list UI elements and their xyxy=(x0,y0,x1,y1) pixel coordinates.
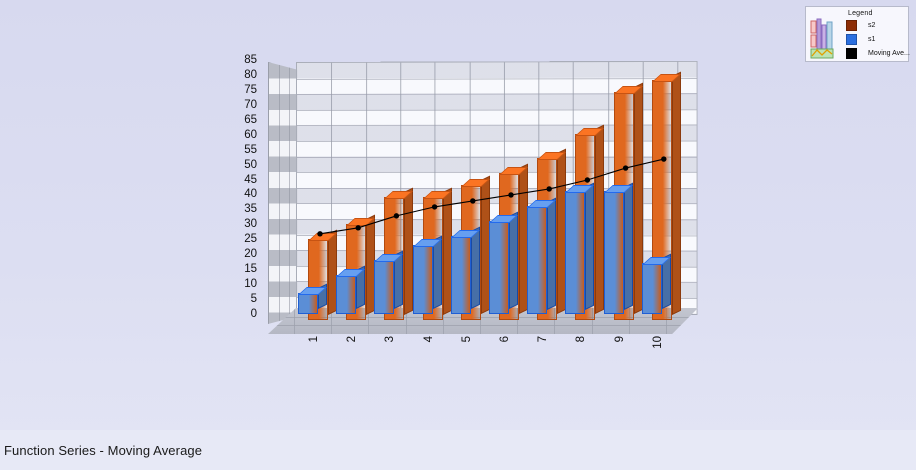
status-bar: Function Series - Moving Average xyxy=(0,430,916,470)
moving-average-point-6[interactable] xyxy=(508,192,514,198)
floor-grid-line xyxy=(480,308,481,334)
legend-item-s1[interactable]: s1 xyxy=(846,34,875,45)
moving-average-point-8[interactable] xyxy=(584,177,591,183)
y-axis-tick: 45 xyxy=(244,173,257,186)
y-axis-tick: 80 xyxy=(244,68,257,81)
legend-label: s2 xyxy=(868,22,876,29)
legend-item-s2[interactable]: s2 xyxy=(846,20,875,31)
y-axis-tick: 70 xyxy=(244,98,257,111)
moving-average-line xyxy=(317,156,667,237)
bar-s1-5[interactable] xyxy=(450,226,480,314)
x-axis-tick: 6 xyxy=(499,336,511,343)
floor-grid-line xyxy=(628,308,630,334)
x-axis-tick: 3 xyxy=(384,336,397,343)
y-axis: 0 5 10 15 20 25 30 35 40 45 50 55 60 65 70 75 80 85 xyxy=(231,54,257,330)
y-axis-tick: 50 xyxy=(244,158,257,171)
x-axis: 1 2 3 4 5 6 7 8 9 10 xyxy=(268,336,698,376)
x-axis-tick: 4 xyxy=(422,336,435,343)
y-axis-tick: 65 xyxy=(244,113,257,126)
floor-grid-line xyxy=(591,308,593,334)
grid-line-side xyxy=(279,63,280,324)
floor-grid-line xyxy=(405,308,407,334)
y-axis-tick: 25 xyxy=(244,233,257,246)
bar-s1-2[interactable] xyxy=(336,265,366,314)
y-axis-tick: 15 xyxy=(244,263,257,276)
floor-grid-line xyxy=(442,308,444,334)
floor-grid-line xyxy=(666,308,667,334)
legend-box[interactable]: Legend s2 s1 Moving Ave... xyxy=(805,6,910,62)
y-axis-tick: 35 xyxy=(244,203,257,216)
floor-grid-line xyxy=(331,308,333,334)
moving-average-point-3[interactable] xyxy=(393,213,400,219)
x-axis-tick: 2 xyxy=(346,336,359,343)
floor-grid-line xyxy=(272,317,692,318)
floor-grid-line xyxy=(294,308,295,334)
floor-grid-line xyxy=(272,325,692,326)
y-axis-tick: 40 xyxy=(244,188,257,201)
bar-s1-8[interactable] xyxy=(565,182,595,314)
bar-s1-10[interactable] xyxy=(641,253,671,314)
plot-area-3d xyxy=(268,60,698,334)
x-axis-tick: 8 xyxy=(575,336,588,343)
floor-grid-line xyxy=(554,308,556,334)
floor-grid-line xyxy=(368,308,370,334)
left-wall xyxy=(268,62,298,324)
grid-line-side xyxy=(289,63,290,324)
legend-item-moving-ave[interactable]: Moving Ave... xyxy=(846,48,910,59)
y-axis-tick: 10 xyxy=(244,278,257,291)
moving-average-point-9[interactable] xyxy=(622,165,629,171)
legend-swatch xyxy=(846,34,857,45)
x-axis-tick: 9 xyxy=(613,336,626,343)
legend-label: s1 xyxy=(868,36,876,43)
x-axis-tick: 7 xyxy=(537,336,550,343)
moving-average-point-10[interactable] xyxy=(661,156,667,162)
y-axis-tick: 55 xyxy=(244,143,257,156)
legend-title: Legend xyxy=(848,10,873,17)
x-axis-tick: 1 xyxy=(308,336,320,343)
status-text: Function Series - Moving Average xyxy=(4,442,203,458)
y-axis-tick: 60 xyxy=(244,128,257,141)
x-axis-tick: 10 xyxy=(651,336,664,349)
bar-s1-3[interactable] xyxy=(374,250,404,314)
bar-s1-1[interactable] xyxy=(298,283,327,314)
bar-s1-9[interactable] xyxy=(603,182,633,314)
legend-swatch xyxy=(846,20,857,31)
bar-chart-icon xyxy=(810,18,834,59)
moving-average-point-4[interactable] xyxy=(431,204,438,210)
legend-label: Moving Ave... xyxy=(868,50,910,57)
y-axis-tick: 85 xyxy=(244,54,257,66)
y-axis-tick: 30 xyxy=(244,218,257,231)
moving-average-point-7[interactable] xyxy=(546,186,552,192)
bar-s1-4[interactable] xyxy=(412,235,442,314)
moving-average-point-5[interactable] xyxy=(470,198,476,204)
floor-grid-line xyxy=(517,308,519,334)
y-axis-tick: 5 xyxy=(250,293,257,306)
moving-average-polyline xyxy=(319,158,664,235)
y-axis-tick: 75 xyxy=(244,83,257,96)
legend-swatch xyxy=(846,48,857,59)
moving-average-point-2[interactable] xyxy=(355,225,361,231)
moving-average-point-1[interactable] xyxy=(317,231,323,237)
bar-s1-6[interactable] xyxy=(489,212,518,314)
x-axis-tick: 5 xyxy=(460,336,473,343)
floor-grid-line xyxy=(703,308,704,334)
y-axis-tick: 20 xyxy=(244,248,257,261)
bar-s1-7[interactable] xyxy=(527,197,557,314)
y-axis-tick: 0 xyxy=(250,308,257,320)
